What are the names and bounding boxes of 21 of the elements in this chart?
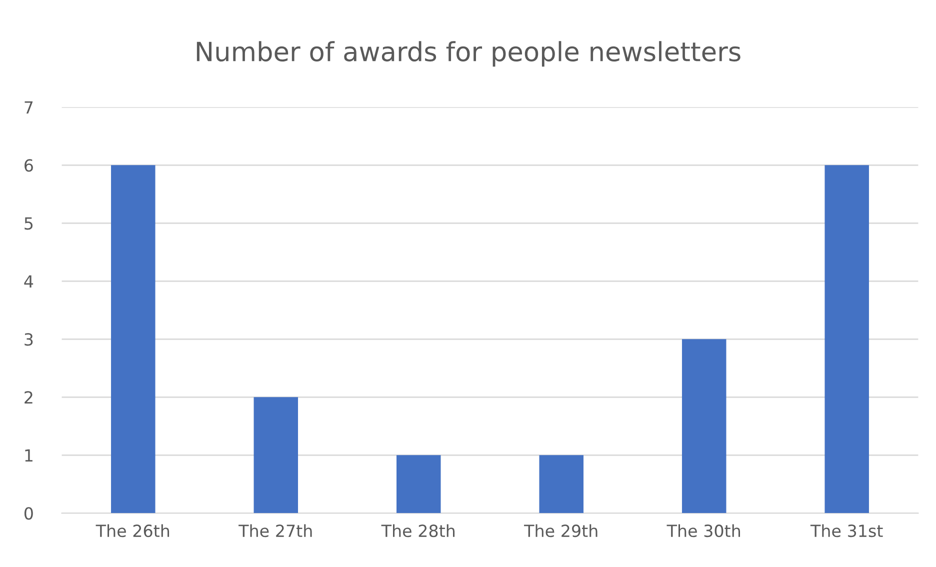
y-tick-label: 0 xyxy=(24,507,33,520)
y-tick-label: 1 xyxy=(25,449,32,462)
x-tick-label: The 29th xyxy=(524,524,598,538)
x-tick-label: The 28th xyxy=(381,524,455,538)
y-tick-label: 4 xyxy=(24,275,34,288)
bar xyxy=(824,165,869,514)
chart-title: Number of awards for people newsletters xyxy=(196,41,740,67)
y-tick-label: 6 xyxy=(24,159,33,172)
x-tick-label: The 30th xyxy=(666,524,740,538)
x-tick-label: The 31st xyxy=(810,524,883,538)
y-tick-label: 2 xyxy=(24,391,32,404)
bar xyxy=(682,339,726,514)
bar xyxy=(111,165,156,514)
bar xyxy=(254,397,298,514)
y-tick-label: 5 xyxy=(24,217,33,230)
x-tick-label: The 27th xyxy=(238,524,312,538)
y-tick-label: 7 xyxy=(24,101,33,114)
bar xyxy=(539,455,584,514)
y-tick-label: 3 xyxy=(24,333,33,346)
bar xyxy=(396,455,441,514)
x-tick-label: The 26th xyxy=(96,524,170,538)
